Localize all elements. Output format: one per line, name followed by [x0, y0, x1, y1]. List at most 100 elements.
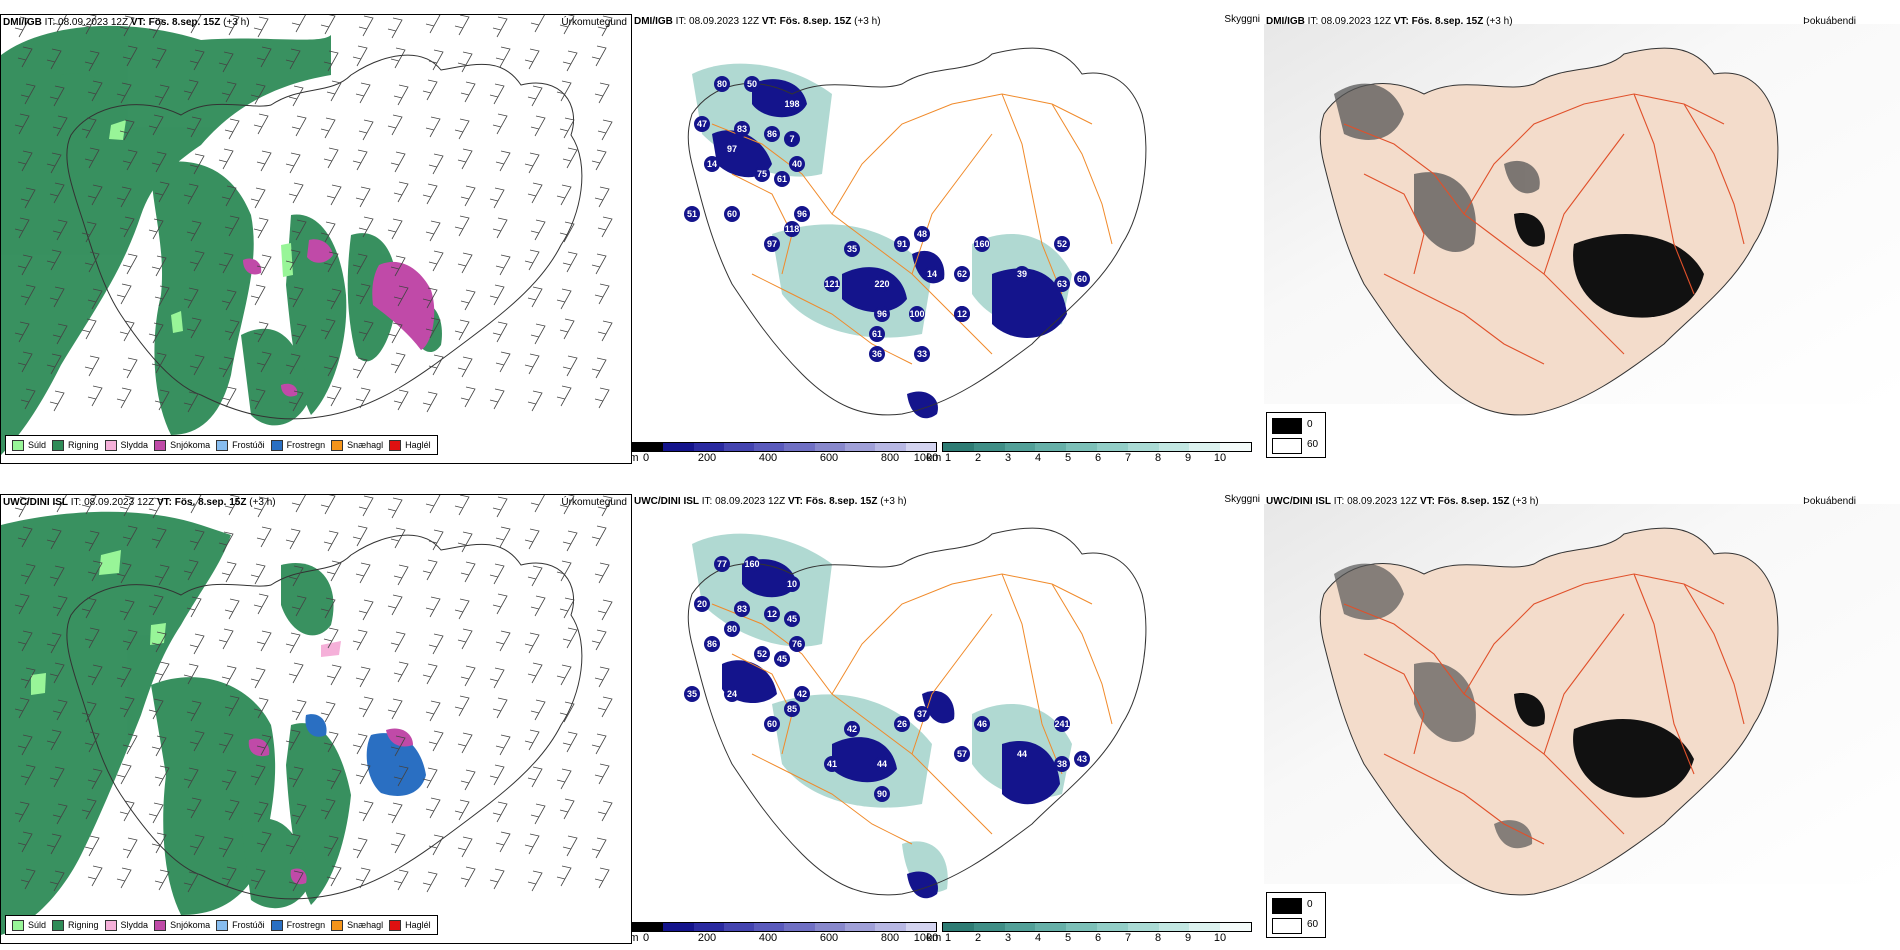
road-line [1383, 273, 1545, 365]
wind-barb [218, 531, 234, 553]
wind-barb [390, 832, 406, 854]
wind-barb [250, 187, 266, 209]
fog-panel-row2: UWC/DINI ISL IT: 08.09.2023 12Z VT: Fös.… [1264, 494, 1900, 944]
wind-barb [559, 701, 575, 723]
wind-barb [355, 763, 371, 785]
visibility-value-label: 96 [877, 309, 887, 319]
wind-barb [151, 151, 167, 173]
wind-barb [562, 627, 578, 649]
valid-time: VT: Fös. 8.sep. 15Z [787, 496, 878, 507]
wind-barb [559, 221, 575, 243]
wind-barb [20, 563, 36, 585]
visibility-value-label: 41 [827, 759, 837, 769]
wind-barb [250, 83, 266, 105]
visibility-marker [754, 646, 770, 662]
wind-barb [221, 769, 237, 791]
visibility-value-label: 75 [757, 169, 767, 179]
visibility-marker [784, 701, 800, 717]
wind-barb [49, 870, 65, 892]
visibility-marker [869, 326, 885, 342]
visibility-value-label: 76 [792, 639, 802, 649]
visibility-marker [1054, 276, 1070, 292]
precip-map-row2 [1, 495, 613, 935]
wind-barb [594, 867, 610, 889]
visibility-panel-row2: 77 160 10 20 83 12 45 80 86 76 52 45 35 24 42 85 60 42 26 3… [632, 494, 1264, 944]
wind-barb [591, 629, 607, 651]
wind-barb [390, 735, 406, 757]
wind-barb [556, 385, 572, 407]
wind-barb [527, 870, 543, 892]
wind-barb [186, 700, 202, 722]
drizzle-swatch [12, 919, 24, 931]
visibility-value-label: 33 [917, 349, 927, 359]
wind-barb [527, 286, 543, 308]
visibility-value-label: 121 [824, 279, 839, 289]
wind-barb [84, 530, 100, 552]
visibility-marker [724, 621, 740, 637]
visibility-marker [1054, 756, 1070, 772]
wind-barb [218, 252, 234, 274]
wind-barb [291, 115, 307, 137]
wind-barb [291, 595, 307, 617]
visibility-marker [764, 716, 780, 732]
visibility-marker [914, 706, 930, 722]
lead-time: (+3 h) [1512, 496, 1539, 507]
wind-barb [597, 15, 613, 37]
wind-barb [390, 352, 406, 374]
sleet-swatch [104, 439, 117, 451]
visibility-marker [1014, 746, 1030, 762]
wind-barb [253, 496, 269, 518]
wind-barb [154, 661, 170, 683]
precip-title-row2: Úrkomutegund [561, 497, 627, 508]
visibility-km-colorbar-row1: km 1 2 3 4 5 6 7 8 9 10 [927, 442, 1252, 464]
visibility-marker [794, 686, 810, 702]
wind-barb [460, 185, 476, 207]
wind-barb [489, 284, 505, 306]
visibility-value-label: 12 [957, 309, 967, 319]
road-line [831, 93, 1093, 215]
visibility-value-label: 43 [1077, 754, 1087, 764]
wind-barb [422, 559, 438, 581]
wind-barb [224, 15, 240, 36]
wind-barb [148, 218, 164, 240]
wind-barb [154, 84, 170, 106]
wind-barb [320, 495, 336, 515]
fog-title-row2: Þokuábendi [1803, 496, 1856, 507]
wind-barb [256, 46, 272, 68]
wind-barb [250, 388, 266, 410]
wind-barb [224, 319, 240, 341]
wind-barb [454, 799, 470, 821]
wind-barb [17, 46, 33, 68]
wind-barb [288, 390, 304, 412]
wind-barb [253, 321, 269, 343]
wind-barb [122, 149, 138, 171]
visibility-value-label: 100 [909, 309, 924, 319]
wind-barb [428, 529, 444, 551]
wind-barb [154, 181, 170, 203]
wind-barb [81, 15, 97, 35]
wind-barb [355, 562, 371, 584]
visibility-value-label: 77 [717, 559, 727, 569]
wind-barb [218, 732, 234, 754]
wind-barb [352, 733, 368, 755]
visibility-marker [724, 141, 740, 157]
wind-barb [183, 871, 199, 893]
wind-barb [355, 666, 371, 688]
wind-barb [393, 285, 409, 307]
visibility-marker [909, 306, 925, 322]
model-name: UWC/DINI ISL [3, 497, 68, 508]
lead-time: (+3 h) [1486, 16, 1513, 27]
wind-barb [524, 528, 540, 550]
wind-barb [186, 596, 202, 618]
wind-barb [52, 115, 68, 137]
wind-barb [492, 801, 508, 823]
wind-barb [189, 633, 205, 655]
freezing-drizzle-swatch [216, 439, 229, 451]
wind-barb [218, 628, 234, 650]
valid-time: VT: Fös. 8.sep. 15Z [1419, 496, 1510, 507]
wind-barb [122, 837, 138, 859]
visibility-marker [874, 276, 890, 292]
wind-barb [253, 697, 269, 719]
hail-swatch [389, 919, 402, 931]
model-name: DMI/IGB [3, 17, 42, 28]
